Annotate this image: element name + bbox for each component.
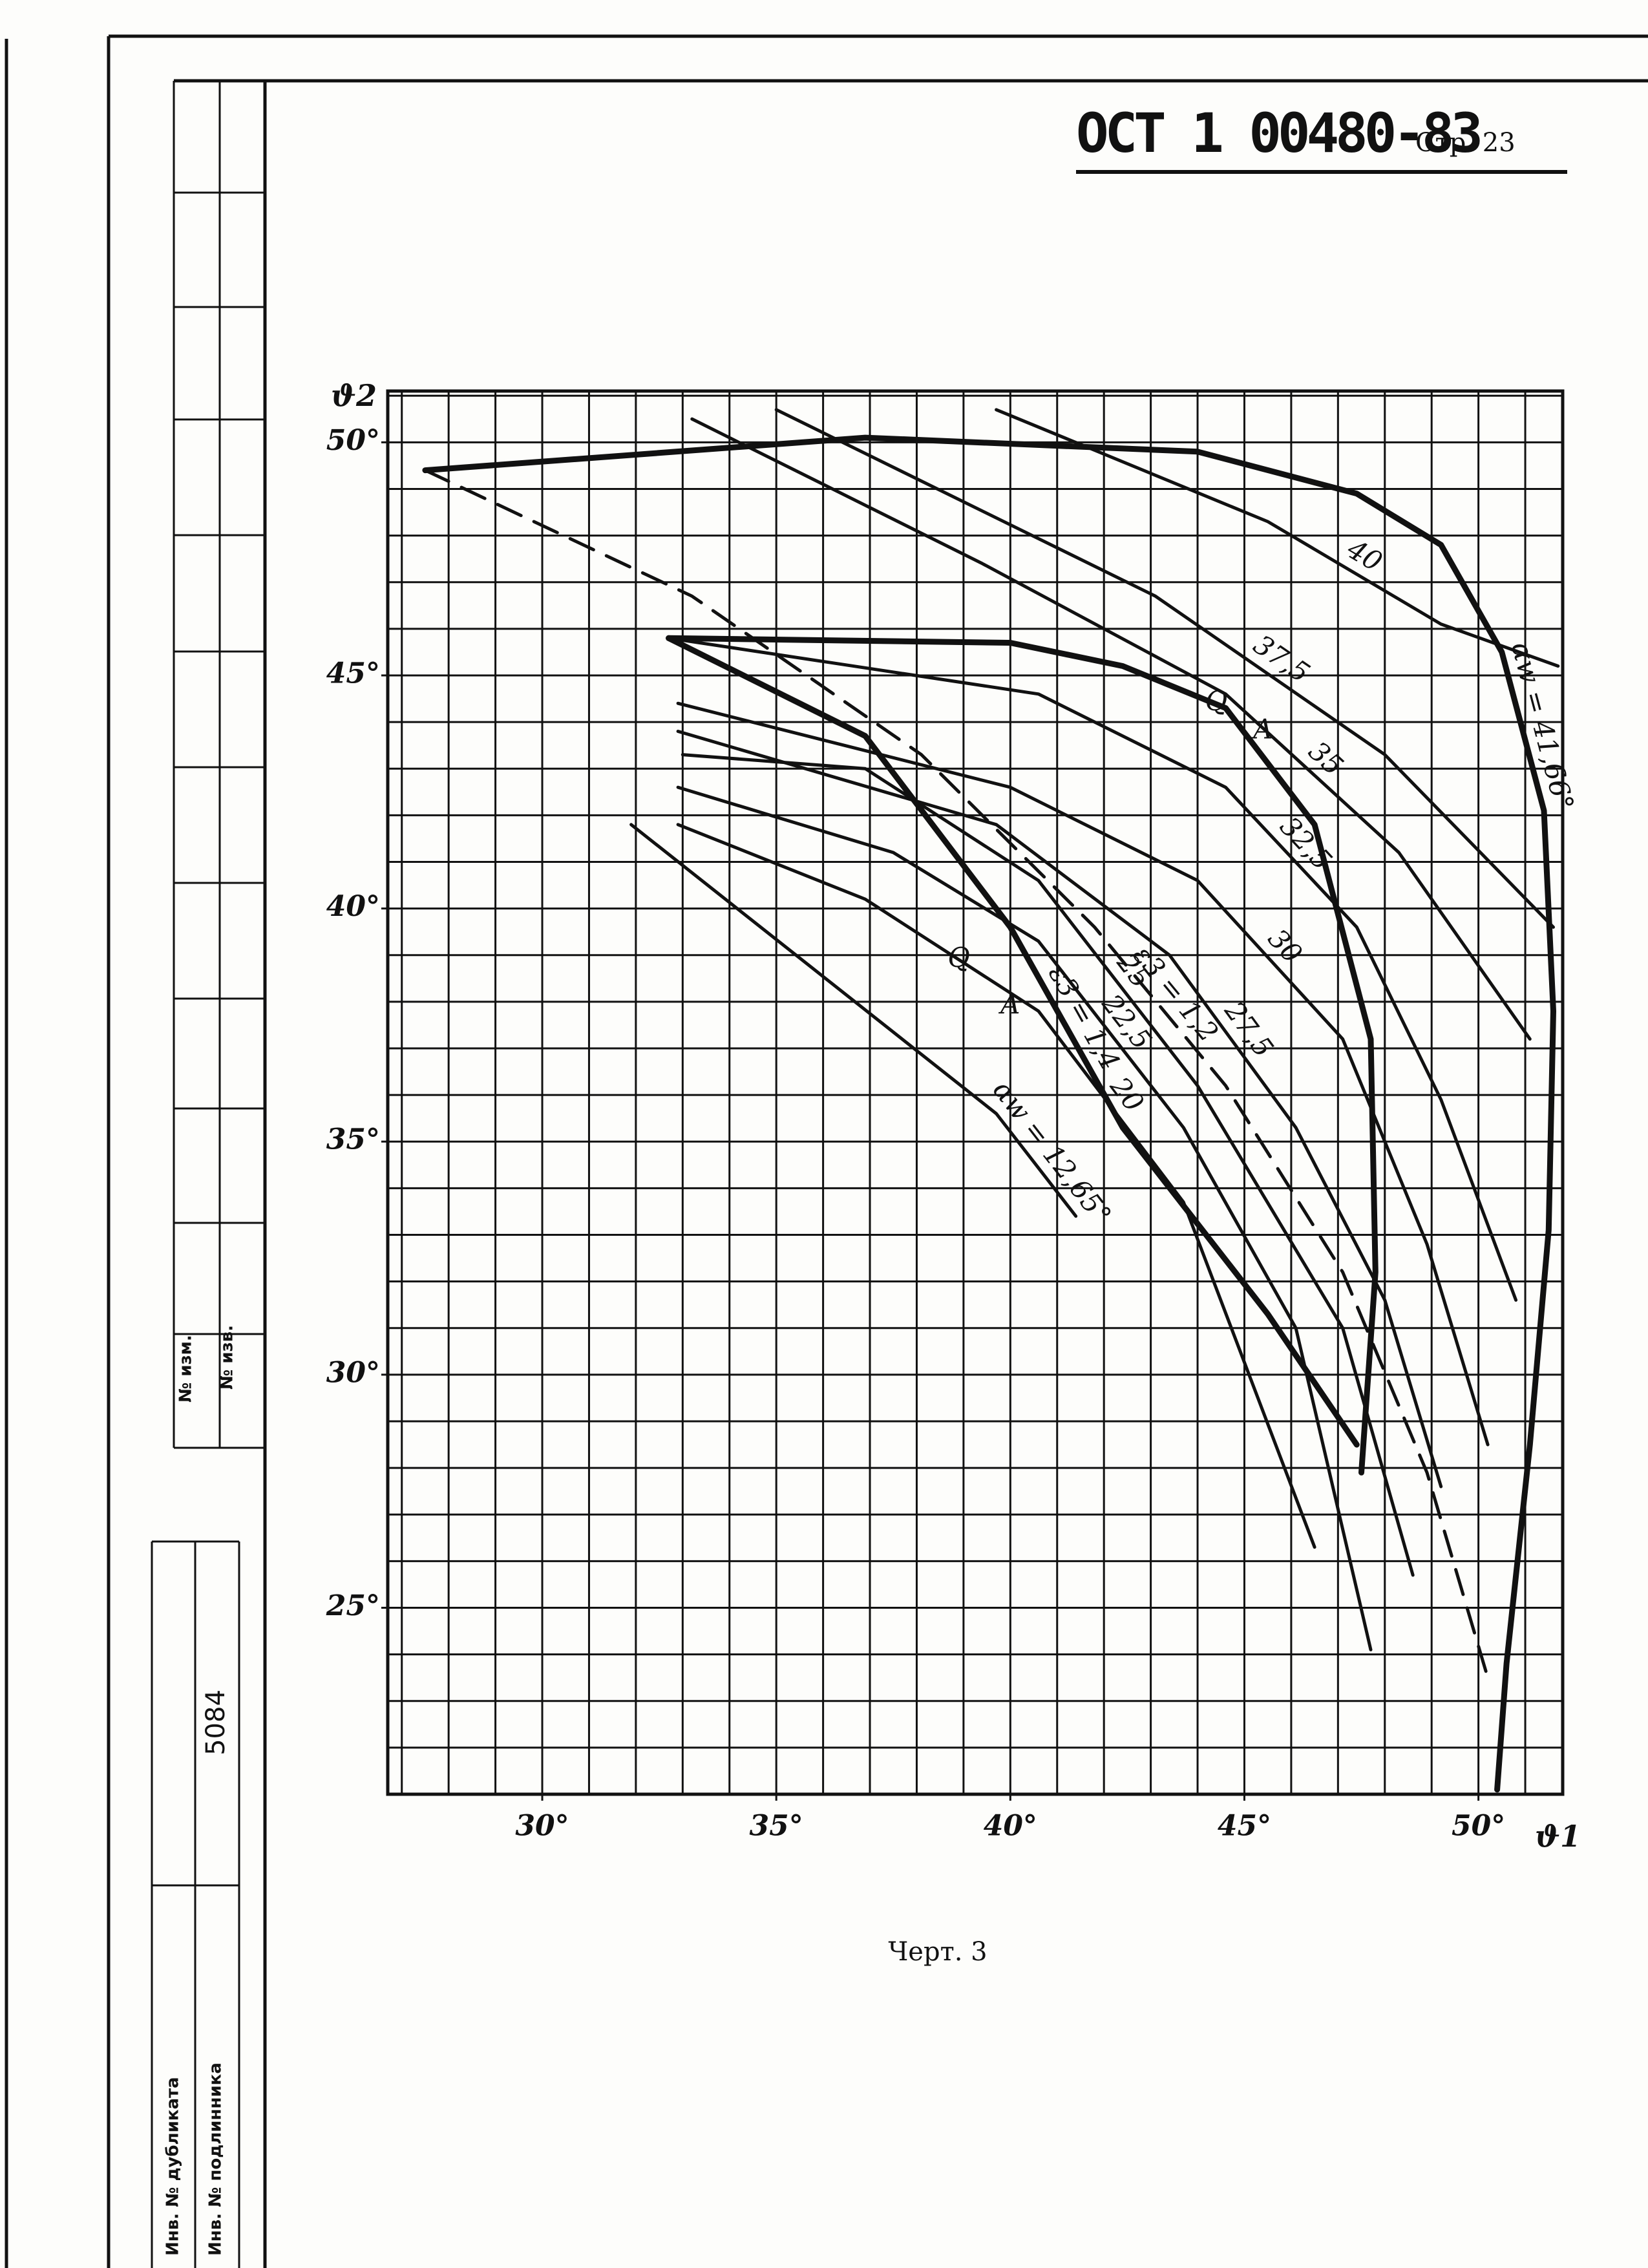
stamp-text: Инв. № дубликата	[164, 2077, 183, 2256]
curve	[774, 408, 1555, 929]
y-tick-label: 50°	[326, 424, 380, 457]
curve	[667, 636, 1518, 1302]
x-tick-label: 40°	[984, 1810, 1037, 1843]
y-tick-label: 45°	[326, 657, 380, 690]
page-number: Стр. 23	[1415, 128, 1516, 158]
y-tick-label: 30°	[326, 1356, 380, 1389]
standard-code: ОСТ 1 00480-83	[1076, 101, 1480, 165]
stamp-text: № изв.	[218, 1325, 237, 1390]
curve-label: 30	[1262, 922, 1308, 970]
plot-border	[386, 389, 1565, 1796]
curve-label: 27,5	[1218, 995, 1280, 1063]
curve	[423, 469, 1490, 1680]
stamp-text: № изм.	[176, 1335, 196, 1403]
x-axis-label: ϑ1	[1535, 1819, 1581, 1854]
stamp-number: 5084	[201, 1690, 231, 1755]
point-annotation: A	[1251, 714, 1273, 745]
curve	[681, 753, 1415, 1577]
y-axis-label: ϑ2	[331, 378, 377, 413]
curve	[629, 823, 1078, 1218]
point-annotation: Q	[1205, 685, 1227, 717]
y-tick-label: 40°	[326, 890, 380, 923]
y-tick-label: 25°	[326, 1589, 380, 1622]
curve	[666, 635, 1360, 1448]
curve-label: 35	[1303, 735, 1350, 781]
curve-label: 37,5	[1248, 628, 1316, 688]
point-annotation: Q	[947, 942, 969, 973]
stamp-text: Инв. № подлинника	[206, 2062, 226, 2256]
chart: ϑ2 ϑ1 30° 35° 40° 45° 50° 25° 30° 35° 40° 45° 50° α…	[326, 378, 1581, 1854]
y-tick-label: 35°	[326, 1123, 380, 1156]
curve	[422, 434, 1556, 1793]
curve	[995, 408, 1560, 668]
stamp-lower: 5084 Инв. № дубликата Инв. № подлинника	[151, 1540, 240, 2268]
curve	[690, 417, 1532, 1041]
x-tick-label: 45°	[1218, 1810, 1271, 1843]
curve	[676, 823, 1316, 1549]
point-annotation: A	[998, 988, 1020, 1020]
x-tick-label: 30°	[515, 1810, 569, 1843]
curve-label: αw = 41,66°	[1505, 639, 1580, 814]
curve	[676, 730, 1443, 1489]
stamp-upper: № изм. № изв.	[173, 81, 265, 1449]
caption: Черт. 3	[888, 1937, 987, 1967]
x-tick-label: 35°	[750, 1810, 803, 1843]
x-tick-label: 50°	[1452, 1810, 1505, 1843]
curve-label: 32,5	[1274, 811, 1338, 876]
curve	[676, 701, 1490, 1447]
curve-label: αw = 12,65°	[987, 1074, 1118, 1230]
curve	[676, 785, 1373, 1651]
curve	[666, 635, 1379, 1476]
